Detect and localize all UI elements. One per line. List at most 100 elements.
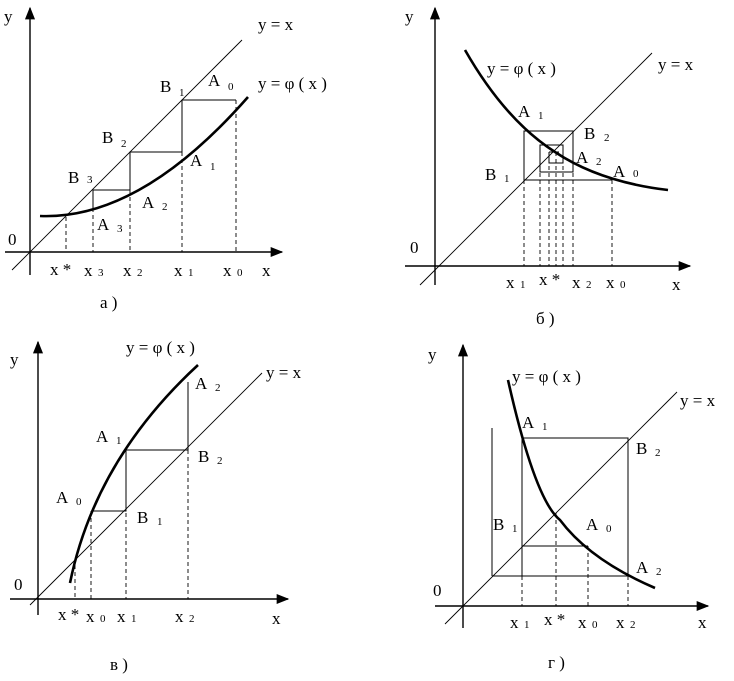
panel-b: y x 0 y = x y = φ ( x ) A 1 B 2 A 2 A 0 …	[405, 6, 694, 328]
panel-g-line-y-eq-x	[444, 391, 678, 625]
panel-v-A1-sub: 1	[116, 435, 122, 447]
panel-a-staircase	[92, 99, 236, 208]
panel-b-origin: 0	[410, 238, 419, 257]
panel-g-A1: A	[522, 413, 535, 432]
panel-v-curve-label: y = φ ( x )	[126, 338, 195, 357]
panel-v-tick-x2-sub: 2	[189, 613, 195, 625]
panel-v-tick-x0: x	[86, 607, 95, 626]
panel-g-line-label: y = x	[680, 391, 716, 410]
panel-v-A2-sub: 2	[215, 382, 221, 394]
panel-b-tick-x0: x	[606, 273, 615, 292]
panel-a-tick-x0-sub: 0	[237, 267, 243, 279]
panel-g-A0: A	[586, 515, 599, 534]
panel-b-tick-x2: x	[572, 273, 581, 292]
panel-v-B2-sub: 2	[217, 455, 223, 467]
panel-b-tick-x0-sub: 0	[620, 279, 626, 291]
panel-v-B1: B	[137, 508, 148, 527]
panel-a-curve-phi	[39, 96, 249, 218]
panel-g-A0-sub: 0	[606, 523, 612, 535]
panel-a-x-label: x	[262, 261, 271, 280]
panel-b-A0: A	[613, 162, 626, 181]
panel-g-cobweb	[491, 428, 629, 577]
panel-v-tick-x1-sub: 1	[131, 613, 137, 625]
panel-a-tick-x1-sub: 1	[188, 267, 194, 279]
panel-v-tick-x0-sub: 0	[100, 613, 106, 625]
panel-v-tick-xs: x *	[58, 605, 79, 624]
panel-a-B3-sub: 3	[87, 174, 93, 186]
panel-v-B2: B	[198, 447, 209, 466]
panel-g-A1-sub: 1	[542, 421, 548, 433]
panel-v-curve-phi	[68, 364, 199, 584]
panel-a-B2: B	[102, 128, 113, 147]
panel-b-A1-sub: 1	[538, 110, 544, 122]
panel-a-y-label: y	[4, 7, 13, 26]
panel-g-tick-x1: x	[510, 613, 519, 632]
panel-v-tick-x1: x	[117, 607, 126, 626]
panel-g-tick-x2-sub: 2	[630, 619, 636, 631]
panel-g-y-label: y	[428, 345, 437, 364]
panel-a-B2-sub: 2	[121, 138, 127, 150]
panel-g-tick-x1-sub: 1	[524, 619, 530, 631]
panel-g-tick-x0: x	[578, 613, 587, 632]
panel-b-curve-label: y = φ ( x )	[487, 59, 556, 78]
panel-g-caption: г )	[548, 653, 565, 672]
panel-a-A0-sub: 0	[228, 81, 234, 93]
panel-g-tick-x2: x	[616, 613, 625, 632]
panel-v-A0-sub: 0	[76, 496, 82, 508]
panel-b-y-label: y	[405, 7, 414, 26]
panel-a-A3-sub: 3	[117, 223, 123, 235]
panel-g-tick-xs: x *	[544, 610, 565, 629]
panel-g: y x 0 y = x y = φ ( x ) A 1 B 2 B 1 A 0 …	[428, 343, 716, 672]
panel-a-tick-x3: x	[84, 261, 93, 280]
panel-v-A2: A	[195, 374, 208, 393]
panel-b-line-label: y = x	[658, 55, 694, 74]
panel-a: y x 0 y = x y = φ ( x ) B 1 A 0 B 2 A 1 …	[4, 6, 327, 312]
panel-g-curve-phi	[506, 379, 656, 590]
panel-b-B2: B	[584, 124, 595, 143]
panel-a-tick-x2-sub: 2	[137, 267, 143, 279]
panel-g-A2: A	[636, 558, 649, 577]
panel-g-B1-sub: 1	[512, 523, 518, 535]
panel-a-line-y-eq-x	[11, 39, 243, 271]
panel-v-A0: A	[56, 488, 69, 507]
panel-b-tick-x1: x	[506, 273, 515, 292]
panel-a-A1: A	[190, 151, 203, 170]
panel-g-A2-sub: 2	[656, 566, 662, 578]
panel-b-tick-x2-sub: 2	[586, 279, 592, 291]
panel-g-x-label: x	[698, 613, 707, 632]
panel-b-line-y-eq-x	[419, 52, 653, 286]
panel-b-A0-sub: 0	[633, 168, 639, 180]
panel-g-B2: B	[636, 439, 647, 458]
panel-a-tick-x2: x	[123, 261, 132, 280]
panel-g-B1: B	[493, 515, 504, 534]
panel-b-A2: A	[576, 148, 589, 167]
panel-a-curve-label: y = φ ( x )	[258, 74, 327, 93]
panel-a-A3: A	[97, 215, 110, 234]
panel-b-tick-x1-sub: 1	[520, 279, 526, 291]
panel-g-B2-sub: 2	[655, 447, 661, 459]
panel-v-line-y-eq-x	[29, 372, 263, 606]
panel-v-line-label: y = x	[266, 363, 302, 382]
panel-a-B3: B	[68, 168, 79, 187]
panel-a-line-label: y = x	[258, 15, 294, 34]
panel-a-tick-x3-sub: 3	[98, 267, 104, 279]
panel-b-A2-sub: 2	[596, 156, 602, 168]
panel-v-B1-sub: 1	[157, 516, 163, 528]
panel-b-tick-xs: x *	[539, 270, 560, 289]
panel-g-tick-x0-sub: 0	[592, 619, 598, 631]
panel-a-tick-x1: x	[174, 261, 183, 280]
panel-b-B2-sub: 2	[604, 132, 610, 144]
panel-a-origin: 0	[8, 230, 17, 249]
panel-b-caption: б )	[536, 309, 555, 328]
panel-a-A2: A	[142, 193, 155, 212]
panel-v-tick-x2: x	[175, 607, 184, 626]
panel-a-A2-sub: 2	[162, 201, 168, 213]
panel-v: y x 0 y = x y = φ ( x ) A 2 A 1 B 2 A 0 …	[10, 338, 302, 674]
panel-b-A1: A	[518, 102, 531, 121]
panel-b-B1-sub: 1	[504, 173, 510, 185]
panel-g-origin: 0	[433, 581, 442, 600]
panel-v-y-label: y	[10, 350, 19, 369]
panel-a-tick-xs: x *	[50, 260, 71, 279]
panel-g-curve-label: y = φ ( x )	[512, 367, 581, 386]
panel-a-B1-sub: 1	[179, 87, 185, 99]
